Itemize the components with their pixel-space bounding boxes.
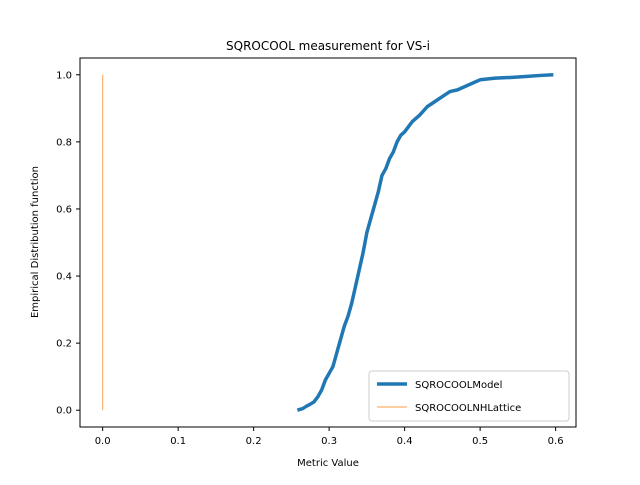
series-layer bbox=[102, 73, 554, 412]
y-tick-label: 0.2 bbox=[56, 339, 72, 350]
y-tick-label: 0.0 bbox=[56, 406, 72, 417]
x-tick-label: 0.6 bbox=[548, 436, 564, 447]
x-axis: 0.0 0.1 0.2 0.3 0.4 0.5 0.6 bbox=[95, 427, 564, 447]
x-tick-label: 0.4 bbox=[397, 436, 413, 447]
y-tick-label: 0.4 bbox=[56, 272, 72, 283]
legend-label-sqrocoolmodel: SQROCOOLModel bbox=[415, 380, 502, 391]
x-axis-label: Metric Value bbox=[297, 458, 359, 469]
series-line-sqrocoolmodel bbox=[296, 73, 554, 412]
x-tick-label: 0.2 bbox=[246, 436, 262, 447]
y-axis: 0.0 0.2 0.4 0.6 0.8 1.0 bbox=[56, 70, 80, 417]
legend-box bbox=[368, 370, 570, 422]
y-axis-label: Empirical Distribution function bbox=[30, 166, 41, 318]
legend-label-sqrocoolnhlattice: SQROCOOLNHLattice bbox=[415, 403, 521, 414]
chart-title: SQROCOOL measurement for VS-i bbox=[226, 39, 430, 53]
x-tick-label: 0.1 bbox=[170, 436, 186, 447]
y-tick-label: 0.8 bbox=[56, 137, 72, 148]
x-tick-label: 0.5 bbox=[472, 436, 488, 447]
legend: SQROCOOLModel SQROCOOLNHLattice bbox=[368, 370, 570, 422]
y-tick-label: 0.6 bbox=[56, 204, 72, 215]
plot-frame bbox=[79, 57, 577, 428]
x-tick-label: 0.3 bbox=[321, 436, 337, 447]
x-tick-label: 0.0 bbox=[95, 436, 111, 447]
y-tick-label: 1.0 bbox=[56, 70, 72, 81]
